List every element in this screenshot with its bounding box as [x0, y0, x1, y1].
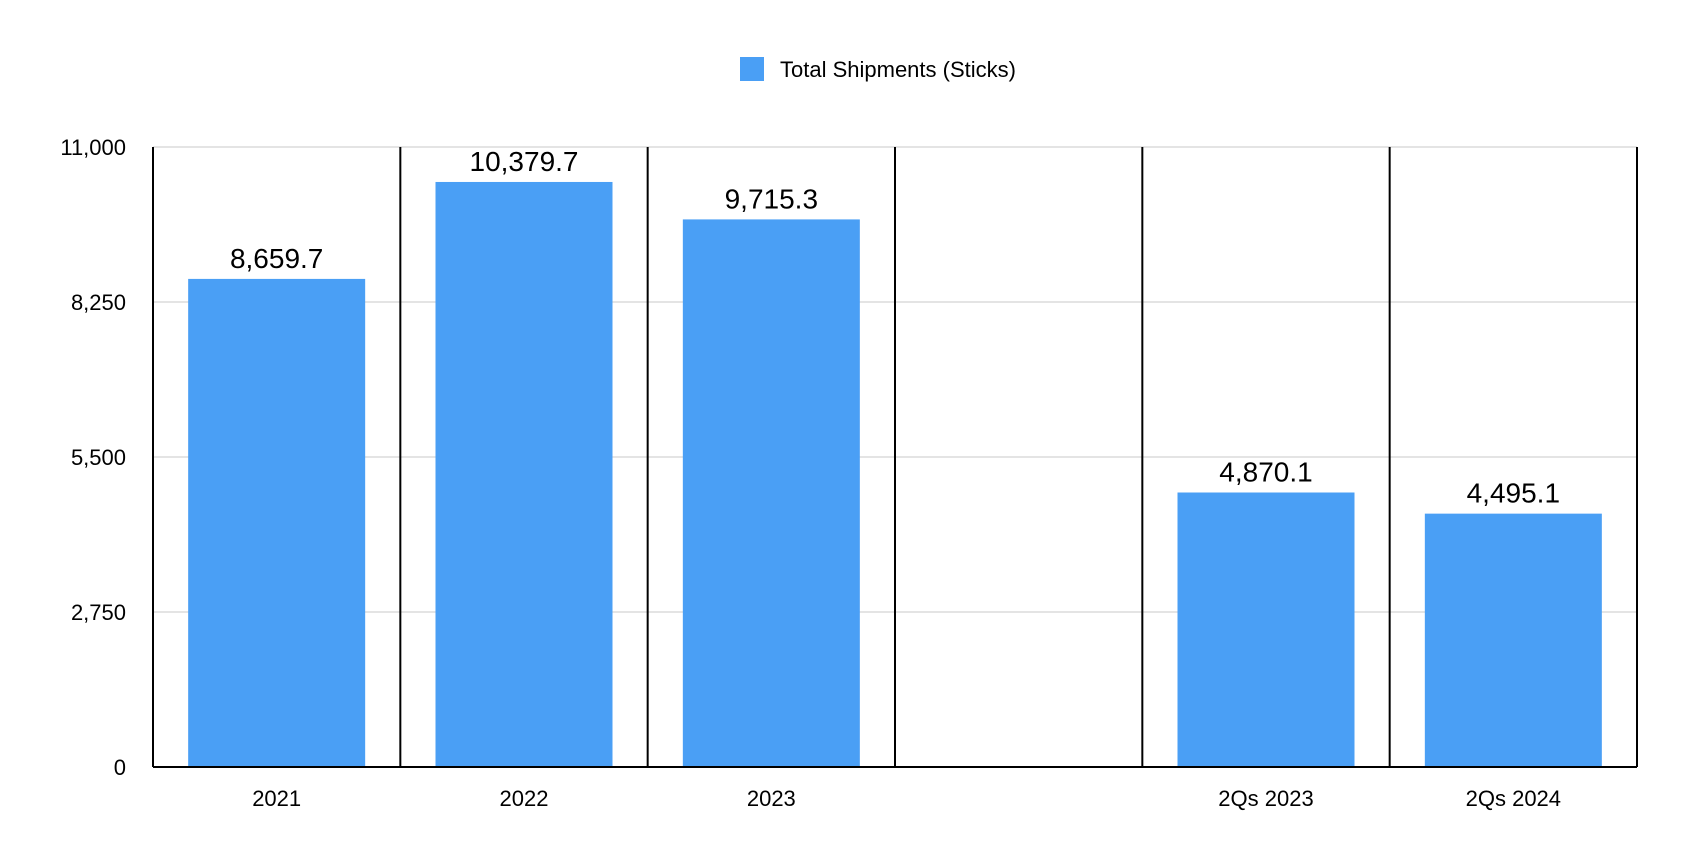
legend-swatch [740, 57, 764, 81]
data-labels: 8,659.7 10,379.7 9,715.3 4,870.1 4,495.1 [230, 146, 1560, 509]
x-tick-label: 2Qs 2023 [1218, 786, 1313, 811]
bar [682, 219, 860, 767]
y-tick-label: 11,000 [60, 135, 126, 160]
data-label: 10,379.7 [470, 146, 579, 177]
bar [188, 278, 366, 767]
legend-label: Total Shipments (Sticks) [780, 57, 1016, 82]
x-tick-label: 2Qs 2024 [1466, 786, 1561, 811]
bars [188, 181, 1602, 768]
y-axis-ticks: 0 2,750 5,500 8,250 11,000 [60, 135, 126, 780]
y-tick-label: 5,500 [71, 445, 126, 470]
data-label: 9,715.3 [725, 183, 818, 214]
x-axis-labels: 2021 2022 2023 2Qs 2023 2Qs 2024 [252, 786, 1561, 811]
x-tick-label: 2022 [500, 786, 549, 811]
data-label: 4,870.1 [1219, 457, 1312, 488]
bar [435, 181, 613, 768]
legend: Total Shipments (Sticks) [740, 57, 1016, 82]
x-tick-label: 2023 [747, 786, 796, 811]
data-label: 4,495.1 [1467, 478, 1560, 509]
x-tick-label: 2021 [252, 786, 301, 811]
bar [1424, 513, 1602, 767]
category-separators [152, 147, 1638, 767]
bar [1177, 492, 1355, 767]
data-label: 8,659.7 [230, 243, 323, 274]
y-tick-label: 2,750 [71, 600, 126, 625]
y-tick-label: 8,250 [71, 290, 126, 315]
y-tick-label: 0 [114, 755, 126, 780]
